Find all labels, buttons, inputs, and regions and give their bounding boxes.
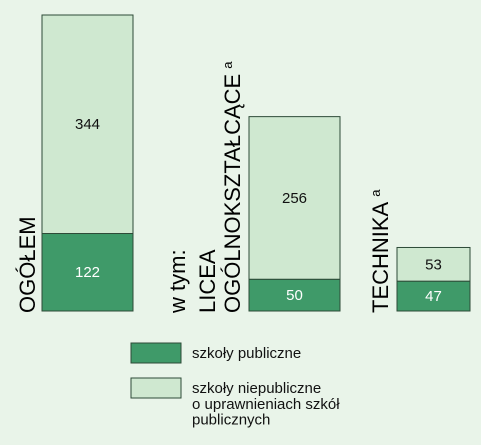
bar-segment — [396, 246, 471, 282]
category-note: a — [368, 189, 383, 197]
category-label: TECHNIKA — [368, 201, 393, 313]
legend-swatch — [130, 342, 182, 364]
value-label: 53 — [425, 256, 442, 273]
value-label: 47 — [425, 288, 442, 305]
legend-swatch — [130, 377, 182, 399]
bar-segment — [41, 233, 134, 312]
legend-label: szkoły publiczne — [192, 345, 301, 362]
category-label: OGÓŁEM — [15, 216, 40, 313]
value-label: 256 — [282, 190, 307, 207]
group-label: w tym: — [165, 249, 190, 314]
bar-segment — [248, 116, 341, 280]
value-label: 344 — [75, 116, 100, 133]
value-label: 50 — [286, 287, 303, 304]
legend-label: szkoły niepubliczne o uprawnieniach szkół… — [192, 380, 340, 429]
category-label: LICEA — [195, 249, 220, 313]
value-label: 122 — [75, 264, 100, 281]
bar-segment — [396, 280, 471, 312]
bar-segment — [41, 14, 134, 235]
category-note: a — [220, 61, 235, 69]
category-label: OGÓLNOKSZTAŁCĄCE — [220, 74, 245, 313]
